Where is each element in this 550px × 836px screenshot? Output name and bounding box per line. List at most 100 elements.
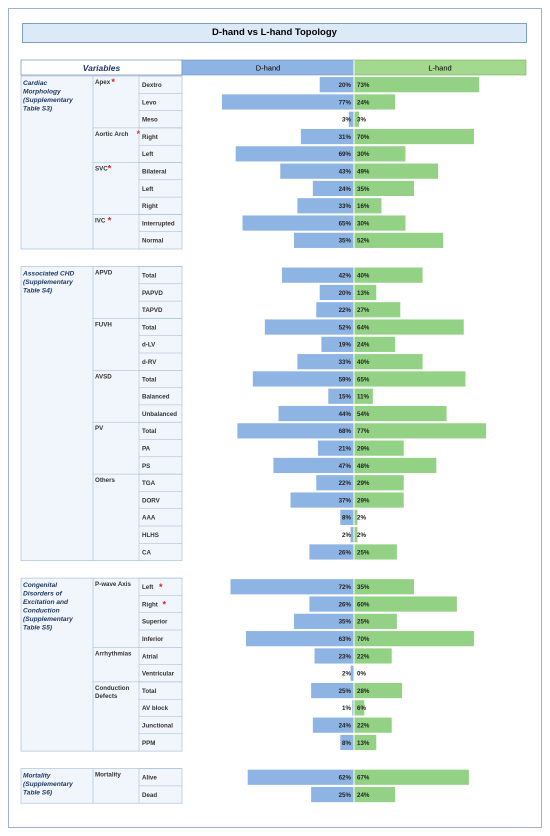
category-label: Total xyxy=(142,428,157,435)
category-label: Unbalanced xyxy=(142,411,177,418)
subgroup-label: Others xyxy=(95,477,116,484)
bar-d-hand xyxy=(309,544,354,560)
category-label: Right xyxy=(142,134,158,141)
category-label: Bilateral xyxy=(142,169,167,176)
bar-l-hand xyxy=(354,700,365,716)
bar-d-hand xyxy=(264,319,354,335)
value-label-d-hand: 26% xyxy=(339,549,352,556)
bar-l-hand xyxy=(354,319,464,335)
bar-l-hand xyxy=(354,232,444,248)
bar-l-hand xyxy=(354,354,423,370)
significance-asterisk: * xyxy=(108,164,112,174)
value-label-l-hand: 30% xyxy=(357,151,370,158)
subgroup-label: Defects xyxy=(95,693,118,700)
value-label-l-hand: 40% xyxy=(357,273,370,280)
header-l-hand: L-hand xyxy=(428,64,451,73)
value-label-l-hand: 54% xyxy=(357,411,370,418)
bar-d-hand xyxy=(293,613,354,629)
value-label-d-hand: 33% xyxy=(339,359,352,366)
value-label-l-hand: 67% xyxy=(357,775,370,782)
value-label-l-hand: 2% xyxy=(357,515,366,522)
value-label-d-hand: 20% xyxy=(339,290,352,297)
value-label-d-hand: 68% xyxy=(339,428,352,435)
subgroup-label: FUVH xyxy=(95,321,112,328)
bar-l-hand xyxy=(354,163,439,179)
bar-l-hand xyxy=(354,215,406,231)
category-label: Total xyxy=(142,324,157,331)
category-label: PS xyxy=(142,463,150,470)
significance-asterisk: * xyxy=(108,215,112,225)
value-label-l-hand: 35% xyxy=(357,186,370,193)
group-label: Congenital xyxy=(23,582,57,589)
value-label-l-hand: 73% xyxy=(357,82,370,89)
bar-d-hand xyxy=(252,371,354,387)
group-label: Table S3) xyxy=(23,106,52,113)
bar-l-hand xyxy=(354,405,447,422)
value-label-d-hand: 25% xyxy=(339,688,352,695)
value-label-d-hand: 8% xyxy=(342,740,351,747)
bar-d-hand xyxy=(312,717,354,733)
bar-l-hand xyxy=(354,475,404,491)
bar-l-hand xyxy=(354,509,358,525)
bar-d-hand xyxy=(321,336,354,352)
value-label-d-hand: 20% xyxy=(339,82,352,89)
significance-asterisk: * xyxy=(163,599,167,609)
category-label: DORV xyxy=(142,497,161,504)
category-label: PA xyxy=(142,446,151,453)
bar-d-hand xyxy=(319,77,354,93)
category-label: Alive xyxy=(142,775,157,782)
value-label-d-hand: 2% xyxy=(342,671,351,678)
category-label: Dead xyxy=(142,792,157,799)
value-label-d-hand: 22% xyxy=(339,480,352,487)
category-label: d-LV xyxy=(142,342,156,349)
value-label-d-hand: 25% xyxy=(339,792,352,799)
value-label-d-hand: 24% xyxy=(339,186,352,193)
bar-l-hand xyxy=(354,388,373,404)
category-label: TGA xyxy=(142,480,156,487)
category-label: Balanced xyxy=(142,394,170,401)
bar-l-hand xyxy=(354,77,480,93)
category-label: Superior xyxy=(142,619,168,626)
group-label: (Supplementary xyxy=(23,616,73,623)
value-label-d-hand: 63% xyxy=(339,636,352,643)
bar-l-hand xyxy=(354,492,404,508)
group-label: Cardiac xyxy=(23,80,48,87)
value-label-l-hand: 70% xyxy=(357,636,370,643)
chart-title: D-hand vs L-hand Topology xyxy=(22,23,527,43)
bar-l-hand xyxy=(354,284,377,301)
bar-d-hand xyxy=(314,648,354,664)
value-label-l-hand: 25% xyxy=(357,549,370,556)
subgroup-label: P-wave Axis xyxy=(95,581,131,588)
subgroup-label: SVC xyxy=(95,166,108,173)
header-variables: Variables xyxy=(83,63,121,73)
group-label: Associated CHD xyxy=(22,271,75,278)
value-label-l-hand: 29% xyxy=(357,480,370,487)
value-label-d-hand: 65% xyxy=(339,220,352,227)
bar-d-hand xyxy=(245,631,354,647)
bar-l-hand xyxy=(354,371,466,387)
value-label-l-hand: 13% xyxy=(357,290,370,297)
bar-l-hand xyxy=(354,336,396,352)
bar-l-hand xyxy=(354,579,415,595)
subgroup-label: Mortality xyxy=(95,772,121,779)
value-label-l-hand: 3% xyxy=(357,117,366,124)
value-label-l-hand: 13% xyxy=(357,740,370,747)
bar-d-hand xyxy=(235,146,354,162)
value-label-l-hand: 22% xyxy=(357,653,370,660)
significance-asterisk: * xyxy=(137,129,141,139)
group-label: Excitation and xyxy=(23,599,69,606)
bar-d-hand xyxy=(352,700,354,716)
value-label-d-hand: 62% xyxy=(339,775,352,782)
category-label: Inferior xyxy=(142,636,164,643)
value-label-l-hand: 29% xyxy=(357,497,370,504)
subgroup-label: AVSD xyxy=(95,373,112,380)
bar-d-hand xyxy=(230,579,354,595)
value-label-l-hand: 27% xyxy=(357,307,370,314)
bar-d-hand xyxy=(281,267,354,283)
category-label: Dextro xyxy=(142,82,162,89)
value-label-l-hand: 49% xyxy=(357,169,370,176)
category-label: AAA xyxy=(142,515,156,522)
bar-d-hand xyxy=(350,665,354,681)
value-label-l-hand: 65% xyxy=(357,376,370,383)
value-label-l-hand: 64% xyxy=(357,324,370,331)
